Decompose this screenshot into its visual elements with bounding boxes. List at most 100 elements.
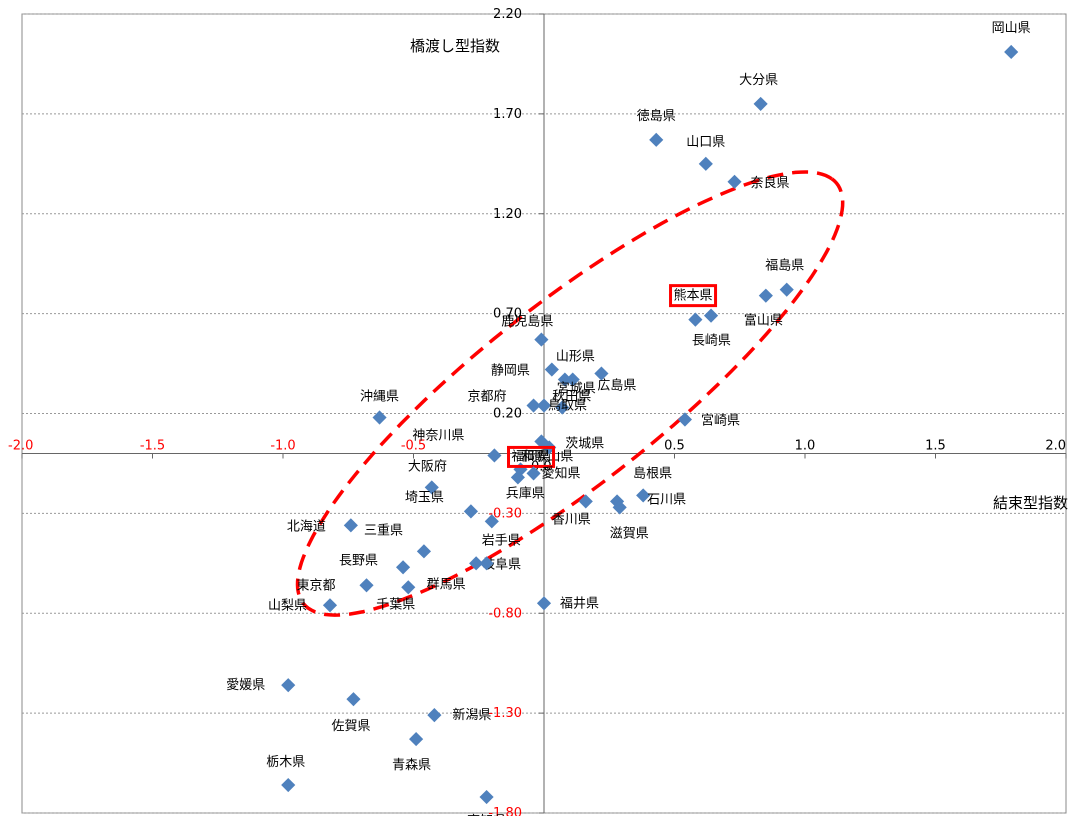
data-point (409, 732, 424, 747)
point-label: 宮城県 (557, 381, 596, 397)
data-point (281, 678, 296, 693)
data-point (416, 544, 432, 559)
point-label: 徳島県 (637, 109, 676, 124)
point-label: 岡山県 (992, 21, 1031, 36)
data-point (510, 470, 525, 485)
data-point (346, 692, 361, 707)
x-tick-label: 2.0 (1045, 438, 1066, 453)
point-label: 神奈川県 (412, 428, 464, 443)
y-tick-label: 2.20 (493, 7, 522, 22)
data-point (463, 504, 478, 519)
x-axis-title: 結束型指数 (993, 494, 1068, 512)
y-tick-label: -0.30 (488, 506, 522, 521)
highlight-box (669, 284, 718, 308)
data-point (322, 598, 338, 613)
data-point (484, 514, 499, 529)
point-label: 佐賀県 (331, 719, 370, 734)
x-tick-label: -2.0 (8, 438, 33, 453)
data-point (536, 596, 552, 611)
point-label: 大分県 (739, 73, 778, 88)
data-point (779, 282, 794, 297)
data-point (688, 312, 703, 327)
data-point (427, 708, 442, 723)
point-label: 千葉県 (376, 597, 415, 612)
y-tick-label: 1.70 (493, 107, 522, 122)
y-tick-label: -1.80 (488, 806, 522, 816)
y-tick-label: 0.20 (493, 407, 522, 422)
point-label: 栃木県 (266, 755, 305, 770)
point-label: 広島県 (597, 379, 636, 394)
data-point (698, 156, 713, 171)
data-point (395, 560, 411, 575)
x-tick-label: -1.0 (270, 438, 295, 453)
tick-labels: -2.0 -1.5 -1.0 -0.5 0.5 1.0 1.5 2.0 2.20 1.70 1.20… (8, 7, 1066, 816)
point-label: 富山県 (744, 313, 783, 329)
point-label: 愛知県 (542, 465, 581, 481)
point-label: 長野県 (339, 553, 378, 568)
point-label: 京都府 (468, 390, 507, 405)
y-tick-label: 1.20 (493, 207, 522, 222)
data-point (359, 578, 374, 593)
data-point (534, 332, 549, 347)
data-point (612, 500, 627, 515)
data-point (469, 556, 484, 571)
point-label: 沖縄県 (360, 389, 399, 404)
point-label: 島根県 (633, 466, 672, 481)
data-point (479, 556, 494, 571)
data-point (479, 789, 494, 805)
data-point (703, 308, 719, 323)
axes (21, 13, 1067, 814)
point-label: 静岡県 (491, 364, 530, 379)
point-label: 長崎県 (692, 334, 731, 349)
point-label: 奈良県 (751, 175, 790, 191)
highlight-box (507, 445, 556, 468)
data-point (565, 372, 580, 387)
point-label: 愛媛県 (226, 678, 265, 693)
data-point (557, 372, 572, 387)
data-point (281, 777, 296, 793)
x-tick-label: -0.5 (401, 438, 426, 453)
data-point (578, 494, 593, 509)
data-point (758, 288, 773, 303)
data-point (544, 362, 559, 377)
data-point (487, 448, 502, 463)
cluster-ellipse (295, 170, 845, 617)
point-label: 和歌山県 (521, 449, 573, 464)
y-tick-label: 0.70 (493, 307, 522, 322)
highlight-ellipse (295, 170, 845, 617)
data-point (636, 488, 651, 503)
y-tick-label: -0.80 (488, 606, 522, 621)
point-label: 岩手県 (482, 533, 521, 548)
data-point (727, 174, 742, 189)
point-label: 山形県 (556, 350, 595, 365)
point-label: 山梨県 (268, 598, 307, 613)
x-tick-label: -1.5 (140, 438, 165, 453)
point-label: 福井県 (560, 596, 599, 611)
point-label: 山口県 (686, 135, 725, 150)
data-point (555, 400, 570, 415)
point-label: 石川県 (647, 492, 686, 507)
point-label: 岐阜県 (482, 556, 521, 572)
data-point (372, 410, 387, 425)
point-label: 福島県 (765, 259, 804, 274)
point-label: 兵庫県 (506, 486, 545, 501)
data-point (1004, 44, 1019, 60)
point-label: 新潟県 (452, 707, 491, 723)
point-label: 埼玉県 (405, 490, 444, 505)
point-label: 鹿児島県 (501, 314, 553, 330)
point-label: 大阪府 (408, 459, 447, 474)
point-label: 三重県 (364, 522, 403, 538)
data-point (526, 398, 541, 413)
point-label: 秋田県 (552, 390, 591, 405)
x-tick-label: 1.5 (925, 438, 946, 453)
data-point (536, 398, 552, 413)
point-label: 滋賀県 (610, 526, 649, 541)
point-label: 群馬県 (427, 577, 466, 592)
y-axis-title: 橋渡し型指数 (410, 37, 500, 55)
point-label: 東京都 (297, 577, 336, 593)
point-label: 福岡県 (512, 449, 551, 464)
point-label: 青森県 (392, 758, 431, 773)
point-label: 北海道 (287, 519, 326, 534)
